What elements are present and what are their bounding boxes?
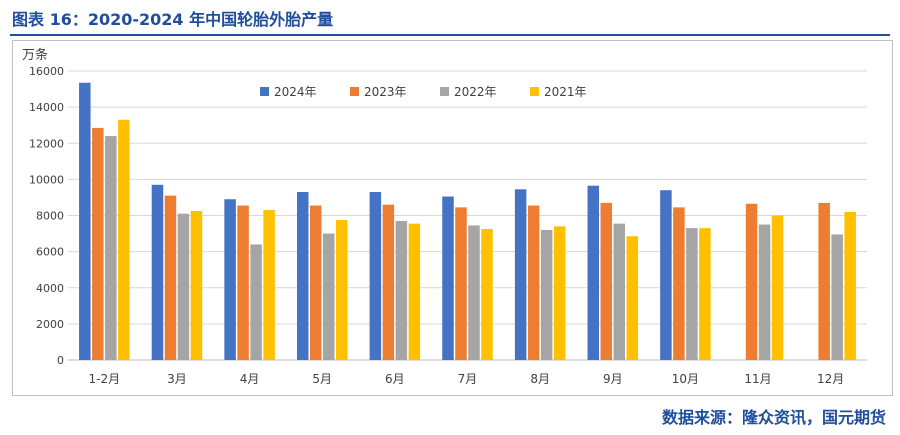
bar	[395, 220, 408, 360]
x-tick-label: 7月	[458, 372, 478, 386]
bar	[613, 223, 626, 360]
legend-swatch	[440, 87, 449, 96]
bar	[527, 205, 540, 360]
bar	[626, 236, 639, 360]
bar	[224, 199, 236, 360]
x-tick-label: 6月	[385, 372, 405, 386]
figure-title: 图表 16：2020-2024 年中国轮胎外胎产量	[12, 10, 334, 29]
bar	[335, 220, 348, 360]
bar	[540, 229, 553, 360]
bar	[745, 203, 758, 360]
bar	[514, 189, 527, 360]
bar	[408, 223, 421, 360]
bar	[660, 190, 672, 360]
bar	[455, 207, 467, 360]
bar	[105, 136, 117, 360]
bar	[587, 185, 600, 360]
legend-label: 2021年	[544, 85, 587, 99]
x-tick-label: 1-2月	[89, 372, 121, 386]
y-tick-label: 6000	[36, 246, 64, 259]
bar	[79, 82, 91, 360]
legend-swatch	[350, 87, 359, 96]
x-tick-label: 8月	[530, 372, 550, 386]
x-tick-label: 9月	[603, 372, 623, 386]
bar	[844, 211, 856, 360]
legend-swatch	[530, 87, 539, 96]
source-note: 数据来源：隆众资讯，国元期货	[661, 408, 886, 427]
y-tick-label: 0	[57, 354, 64, 367]
legend-label: 2023年	[364, 85, 407, 99]
bar	[831, 234, 843, 360]
y-tick-label: 2000	[36, 318, 64, 331]
bar	[553, 226, 566, 360]
x-tick-label: 12月	[817, 372, 844, 386]
y-tick-label: 4000	[36, 282, 64, 295]
legend-label: 2024年	[274, 85, 317, 99]
legend-swatch	[260, 87, 269, 96]
y-tick-label: 12000	[29, 137, 64, 150]
title-divider	[10, 34, 890, 36]
bar	[190, 210, 203, 360]
bar	[92, 127, 104, 360]
y-tick-label: 8000	[36, 210, 64, 223]
x-tick-label: 3月	[167, 372, 187, 386]
bar	[322, 233, 335, 360]
bar	[771, 215, 784, 360]
bar	[818, 202, 830, 360]
bar	[382, 204, 395, 360]
legend-label: 2022年	[454, 85, 497, 99]
bar	[442, 196, 454, 360]
bar	[177, 213, 190, 360]
bar	[600, 202, 613, 360]
bar	[118, 119, 130, 360]
bar	[151, 184, 164, 360]
bar	[758, 224, 771, 360]
bar	[686, 228, 698, 360]
bar	[263, 210, 275, 360]
y-axis-label: 万条	[22, 47, 48, 63]
bar	[673, 207, 685, 360]
bar	[296, 192, 309, 360]
bar	[699, 228, 711, 360]
x-tick-label: 10月	[672, 372, 699, 386]
bar	[164, 195, 177, 360]
x-tick-label: 5月	[312, 372, 332, 386]
bar	[468, 225, 480, 360]
bar	[369, 192, 382, 360]
y-tick-label: 14000	[29, 101, 64, 114]
bar	[237, 205, 249, 360]
bar	[481, 229, 493, 360]
y-tick-label: 10000	[29, 173, 64, 186]
x-tick-label: 4月	[240, 372, 260, 386]
bar	[309, 205, 322, 360]
y-tick-label: 16000	[29, 65, 64, 78]
chart-frame	[12, 40, 893, 396]
x-tick-label: 11月	[744, 372, 771, 386]
bar	[250, 244, 262, 360]
